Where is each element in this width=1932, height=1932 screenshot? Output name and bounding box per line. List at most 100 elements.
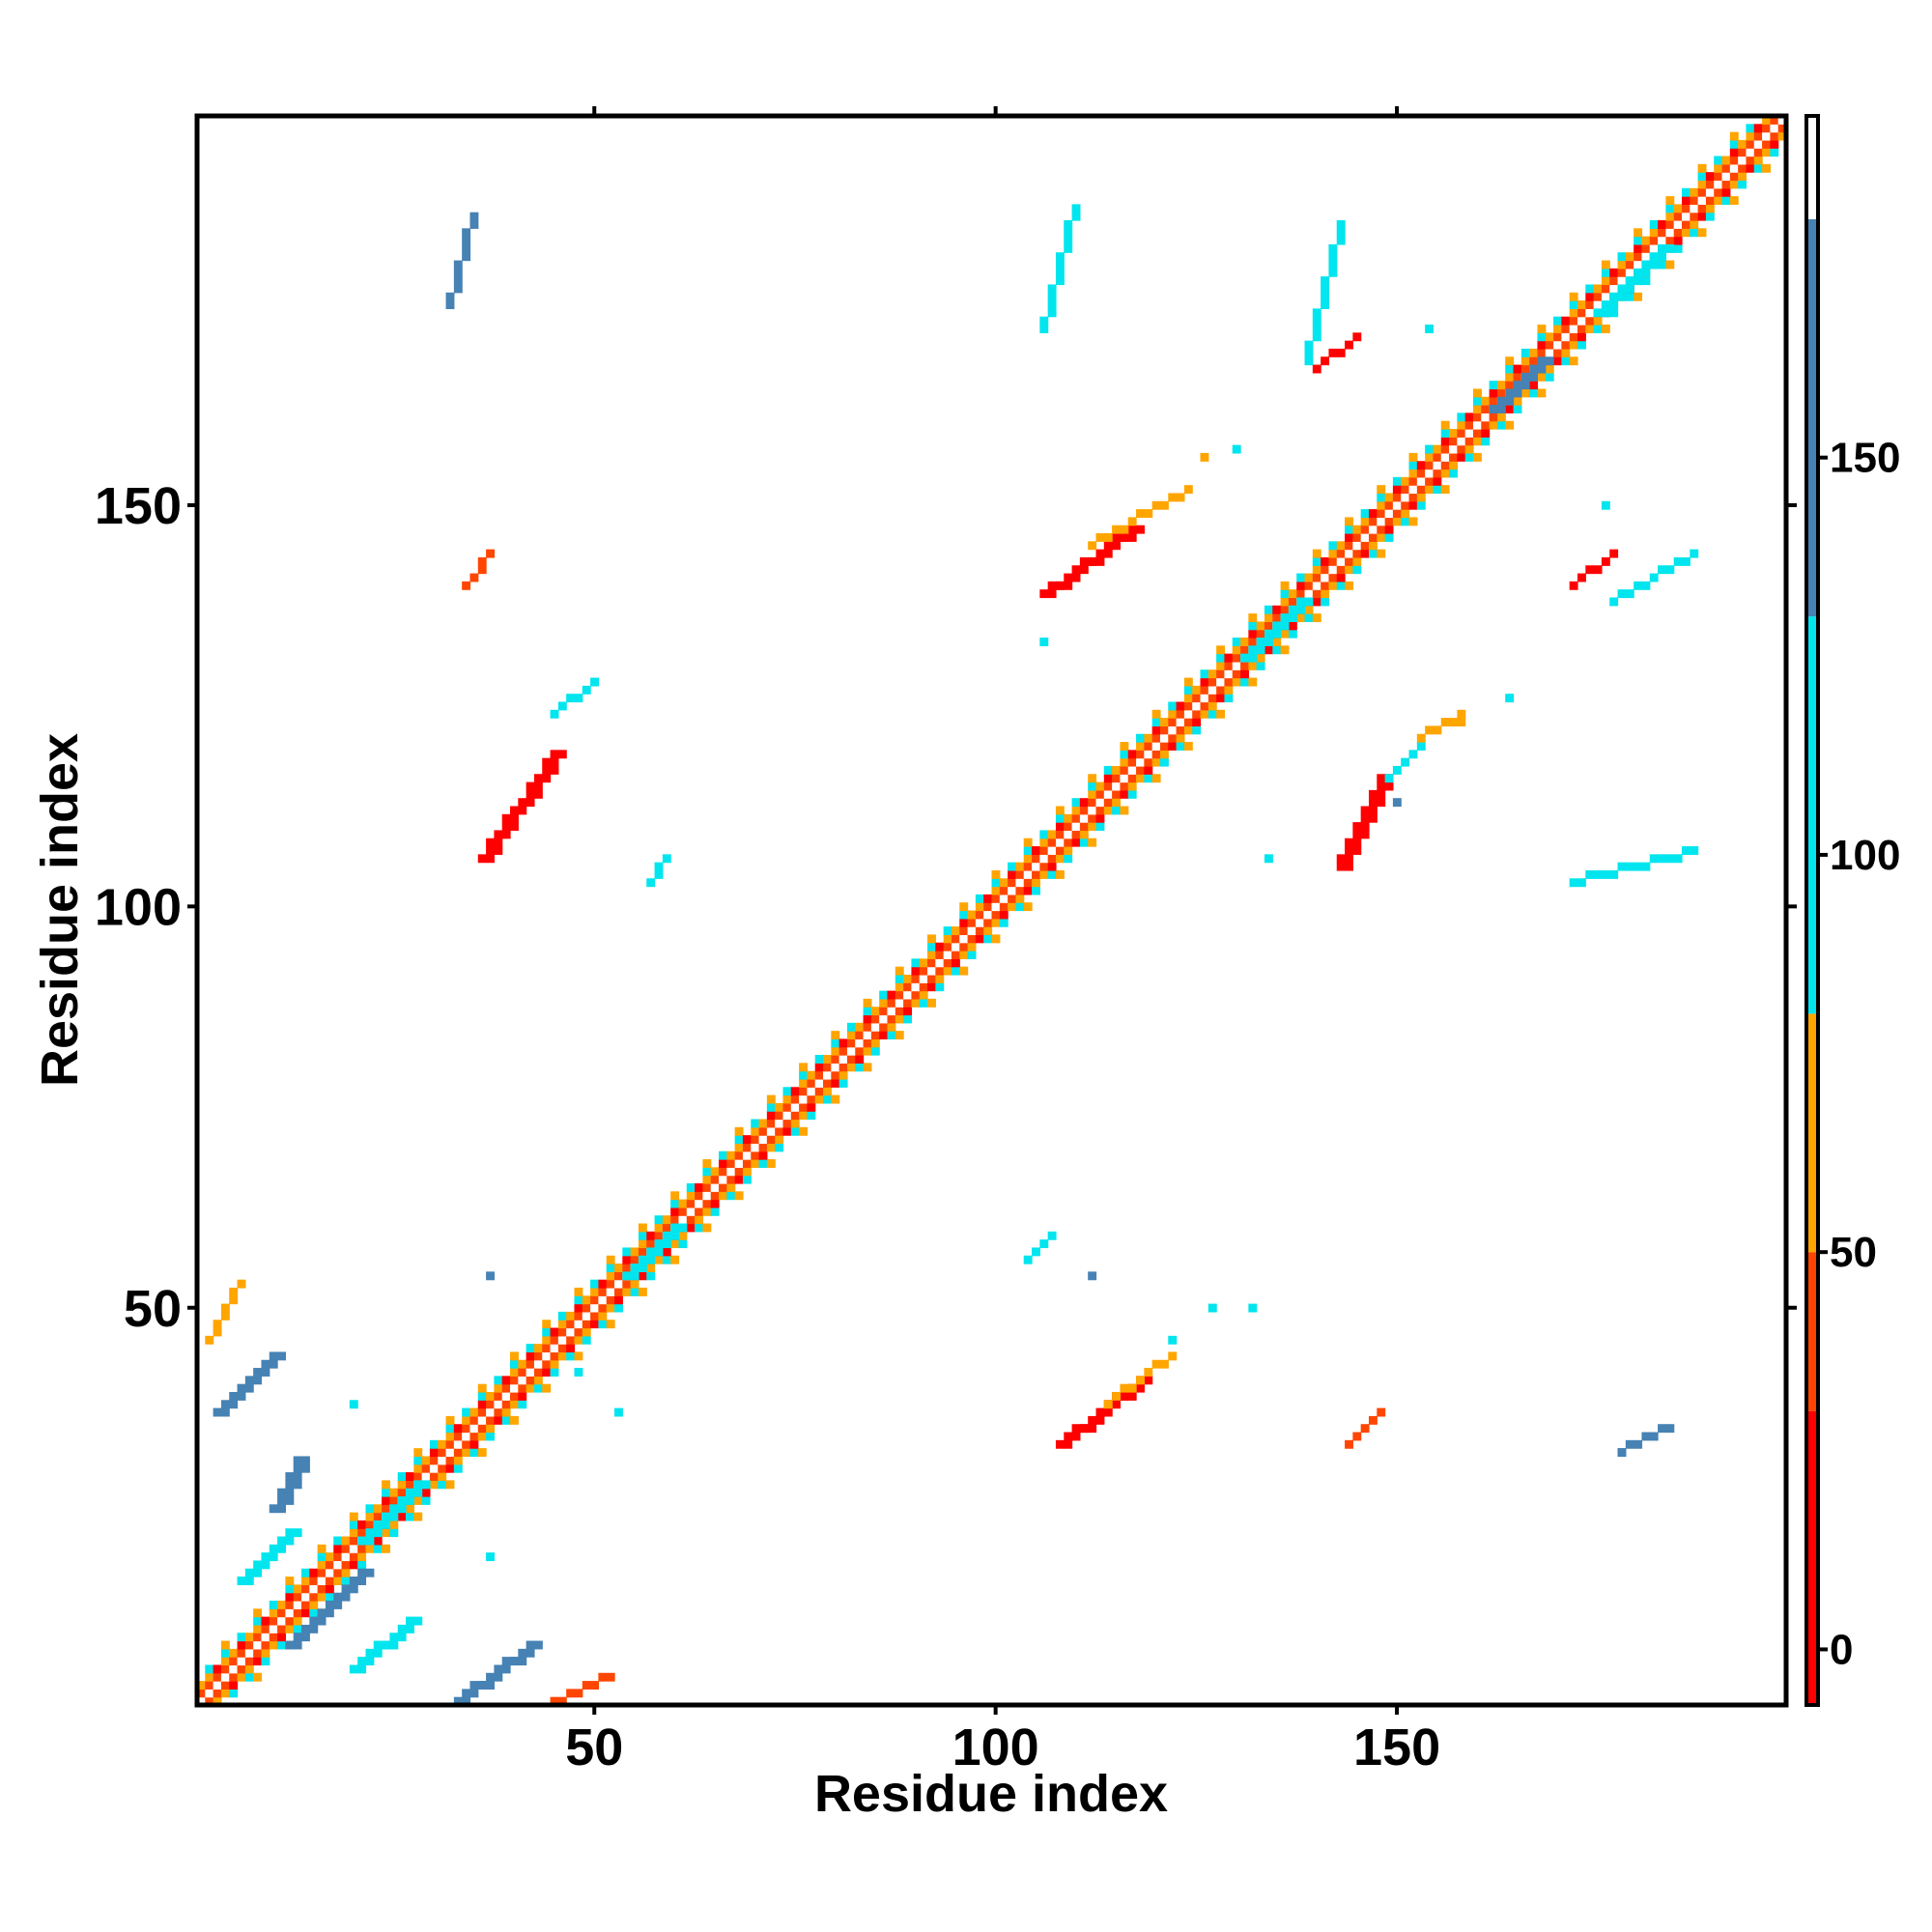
diagonal-cell [1328, 549, 1338, 558]
contact-cell [253, 1560, 263, 1570]
diagonal-cell [486, 1415, 495, 1425]
diagonal-cell [285, 1608, 295, 1618]
diagonal-cell [1481, 412, 1491, 422]
contact-cell [309, 1624, 319, 1634]
diagonal-cell [406, 1480, 414, 1490]
diagonal-cell [397, 1488, 407, 1497]
diagonal-cell [1714, 187, 1723, 197]
contact-cell [1296, 605, 1306, 614]
diagonal-cell [686, 1207, 696, 1216]
diagonal-cell [462, 1415, 471, 1425]
contact-cell [1593, 565, 1603, 575]
contact-cell [1352, 830, 1362, 839]
contact-cell [526, 1640, 535, 1650]
diagonal-cell [1449, 444, 1458, 454]
diagonal-cell [1208, 701, 1217, 711]
contact-cell [1064, 228, 1073, 238]
contact-cell [1408, 750, 1418, 759]
diagonal-cell [213, 1681, 222, 1690]
diagonal-cell [1641, 252, 1651, 262]
diagonal-cell [1345, 533, 1353, 542]
diagonal-cell [1208, 669, 1217, 679]
diagonal-cell [638, 1223, 647, 1233]
diagonal-cell [855, 1038, 865, 1048]
diagonal-cell [911, 966, 921, 976]
diagonal-cell [1392, 517, 1402, 526]
diagonal-cell [919, 990, 928, 1000]
diagonal-cell [1032, 862, 1040, 871]
contact-cell [413, 1480, 423, 1490]
contact-cell [670, 1231, 680, 1240]
diagonal-cell [220, 1689, 230, 1698]
diagonal-cell [1120, 757, 1129, 767]
diagonal-cell [1368, 517, 1378, 526]
diagonal-cell [1553, 325, 1562, 333]
diagonal-cell [1777, 124, 1787, 133]
diagonal-cell [309, 1600, 319, 1609]
diagonal-cell [1224, 653, 1234, 663]
diagonal-cell [1489, 420, 1498, 430]
diagonal-cell [1248, 629, 1258, 639]
diagonal-cell [1232, 645, 1241, 655]
contact-cell [1377, 789, 1386, 799]
contact-cell [357, 1577, 367, 1585]
diagonal-cell [406, 1512, 414, 1521]
diagonal-cell [1553, 332, 1562, 342]
diagonal-cell [1023, 902, 1033, 912]
contact-cell [237, 1279, 246, 1289]
contact-cell [1039, 316, 1049, 326]
diagonal-cell [438, 1463, 447, 1473]
diagonal-cell [943, 942, 952, 952]
contact-cell [285, 1536, 295, 1546]
contact-cell [1176, 493, 1185, 502]
diagonal-cell [486, 1432, 495, 1441]
contact-cell [1328, 243, 1338, 253]
diagonal-cell [1585, 308, 1595, 318]
diagonal-cell [1120, 750, 1129, 759]
diagonal-cell [341, 1577, 351, 1585]
diagonal-cell [1015, 902, 1025, 912]
contact-cell [469, 220, 479, 229]
diagonal-cell [1753, 131, 1763, 141]
diagonal-cell [1192, 718, 1202, 727]
diagonal-cell [782, 1126, 792, 1136]
contact-cell [494, 1664, 503, 1674]
contact-cell [630, 1264, 639, 1272]
diagonal-cell [261, 1648, 270, 1658]
diagonal-cell [533, 1383, 543, 1393]
contact-cell [1425, 725, 1435, 735]
diagonal-cell [477, 1432, 487, 1441]
contact-cell [445, 292, 455, 301]
diagonal-cell [244, 1664, 254, 1674]
contact-cell [397, 1633, 407, 1642]
diagonal-cell [542, 1351, 552, 1361]
diagonal-cell [1762, 148, 1771, 157]
diagonal-cell [1472, 412, 1482, 422]
diagonal-cell [1039, 846, 1049, 855]
diagonal-cell [293, 1624, 302, 1634]
diagonal-cell [1513, 405, 1522, 413]
diagonal-cell [1312, 573, 1321, 582]
diagonal-cell [542, 1368, 552, 1377]
diagonal-cell [1112, 765, 1122, 775]
diagonal-cell [758, 1159, 768, 1168]
contact-cell [261, 1359, 270, 1369]
contact-cell [1127, 525, 1137, 534]
diagonal-cell [983, 918, 993, 927]
diagonal-cell [1039, 830, 1049, 839]
diagonal-cell [846, 1063, 856, 1072]
diagonal-cell [695, 1182, 704, 1192]
diagonal-cell [710, 1167, 720, 1177]
diagonal-cell [1047, 830, 1057, 839]
diagonal-cell [702, 1191, 712, 1201]
diagonal-cell [863, 1031, 872, 1040]
contact-cell [453, 276, 463, 286]
contact-cell [1665, 243, 1675, 253]
contact-cell [293, 1633, 302, 1642]
diagonal-cell [799, 1070, 809, 1080]
diagonal-cell [1088, 798, 1097, 808]
diagonal-cell [1537, 325, 1547, 333]
diagonal-cell [1352, 549, 1362, 558]
diagonal-cell [349, 1544, 358, 1553]
diagonal-cell [1457, 444, 1466, 454]
